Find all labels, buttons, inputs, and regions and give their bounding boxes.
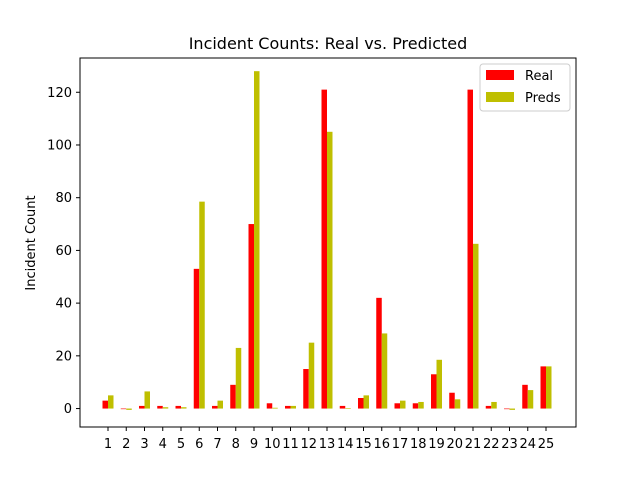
bar-real-5 <box>175 405 181 409</box>
bar-preds-11 <box>290 405 296 409</box>
bar-preds-9 <box>254 71 260 409</box>
x-tick-label: 19 <box>428 437 445 452</box>
x-tick-label: 25 <box>538 437 555 452</box>
bar-real-17 <box>394 403 400 409</box>
bar-real-14 <box>339 405 346 409</box>
bar-preds-14 <box>345 408 351 409</box>
bar-real-16 <box>376 297 382 409</box>
bar-real-4 <box>157 405 163 409</box>
bar-real-7 <box>212 405 218 409</box>
x-tick-label: 20 <box>446 437 463 452</box>
bar-real-20 <box>449 392 455 409</box>
x-tick-label: 13 <box>319 437 336 452</box>
bar-preds-2 <box>126 408 132 410</box>
y-tick-label: 80 <box>55 191 72 206</box>
bar-real-8 <box>230 384 236 409</box>
bar-real-24 <box>522 384 528 409</box>
bar-preds-23 <box>509 408 515 410</box>
y-axis-label: Incident Count <box>24 195 39 290</box>
bar-preds-24 <box>527 390 534 409</box>
y-tick-label: 120 <box>47 86 72 101</box>
bar-real-22 <box>485 405 492 409</box>
x-tick-label: 15 <box>355 437 372 452</box>
bar-preds-1 <box>108 395 114 409</box>
bar-real-23 <box>504 408 510 410</box>
x-tick-label: 1 <box>104 437 112 452</box>
bar-real-9 <box>248 224 254 409</box>
bar-real-2 <box>120 408 127 410</box>
bar-preds-20 <box>454 399 461 409</box>
x-tick-label: 5 <box>177 437 185 452</box>
y-tick-label: 100 <box>47 138 72 153</box>
x-tick-label: 23 <box>501 437 518 452</box>
y-tick-label: 0 <box>64 402 72 417</box>
x-tick-label: 21 <box>465 437 482 452</box>
bar-preds-15 <box>363 395 369 409</box>
legend: Real Preds <box>479 63 571 112</box>
x-tick-label: 17 <box>392 437 409 452</box>
bar-preds-4 <box>162 407 169 409</box>
bar-real-3 <box>139 405 145 409</box>
x-tick-label: 12 <box>300 437 317 452</box>
x-tick-label: 3 <box>140 437 148 452</box>
bar-preds-8 <box>235 347 242 409</box>
x-tick-label: 6 <box>195 437 203 452</box>
plot-frame <box>79 57 577 428</box>
bar-real-18 <box>412 403 419 409</box>
bar-preds-16 <box>381 333 388 409</box>
bar-preds-25 <box>546 366 552 409</box>
bar-real-21 <box>467 89 473 409</box>
x-ticks-group: 1 2 3 4 5 6 7 8 9 10 11 12 13 14 15 16 17 18 19 20 21 22 23 24 2… <box>104 427 554 452</box>
y-tick-label: 40 <box>55 297 72 312</box>
y-tick-label: 20 <box>55 349 72 364</box>
bar-preds-10 <box>272 407 278 409</box>
y-ticks-group: 0 20 40 60 80 100 120 <box>47 86 80 417</box>
bar-real-13 <box>321 89 327 409</box>
x-tick-label: 4 <box>159 437 167 452</box>
bar-preds-17 <box>400 400 406 409</box>
x-tick-label: 24 <box>519 437 536 452</box>
bar-preds-6 <box>199 201 205 409</box>
x-tick-label: 8 <box>232 437 240 452</box>
x-tick-label: 11 <box>282 437 299 452</box>
bar-preds-19 <box>436 359 442 409</box>
y-tick-label: 60 <box>55 244 72 259</box>
bar-real-11 <box>285 405 291 409</box>
legend-label-real: Real <box>525 69 553 84</box>
x-tick-label: 22 <box>483 437 500 452</box>
x-tick-label: 18 <box>410 437 427 452</box>
bar-real-25 <box>540 366 546 409</box>
bar-real-12 <box>303 369 309 409</box>
bar-real-10 <box>266 403 273 409</box>
bar-preds-21 <box>473 243 479 409</box>
legend-swatch-real <box>486 70 514 80</box>
chart-title: Incident Counts: Real vs. Predicted <box>189 34 468 53</box>
x-tick-label: 16 <box>373 437 390 452</box>
bar-real-6 <box>193 268 200 409</box>
bar-preds-13 <box>327 131 333 409</box>
bar-preds-18 <box>418 401 424 409</box>
bar-preds-3 <box>144 391 150 409</box>
bar-preds-5 <box>181 407 187 409</box>
x-tick-label: 14 <box>337 437 354 452</box>
bar-real-19 <box>431 374 437 409</box>
legend-label-preds: Preds <box>525 91 561 106</box>
x-tick-label: 7 <box>213 437 221 452</box>
bar-preds-12 <box>308 342 315 409</box>
bar-real-15 <box>358 398 364 409</box>
bar-real-1 <box>102 400 108 409</box>
x-tick-label: 9 <box>250 437 258 452</box>
bars-group <box>102 71 552 410</box>
x-tick-label: 2 <box>122 437 130 452</box>
legend-swatch-preds <box>486 92 514 102</box>
x-tick-label: 10 <box>264 437 281 452</box>
bar-preds-7 <box>217 400 223 409</box>
bar-preds-22 <box>491 401 497 409</box>
